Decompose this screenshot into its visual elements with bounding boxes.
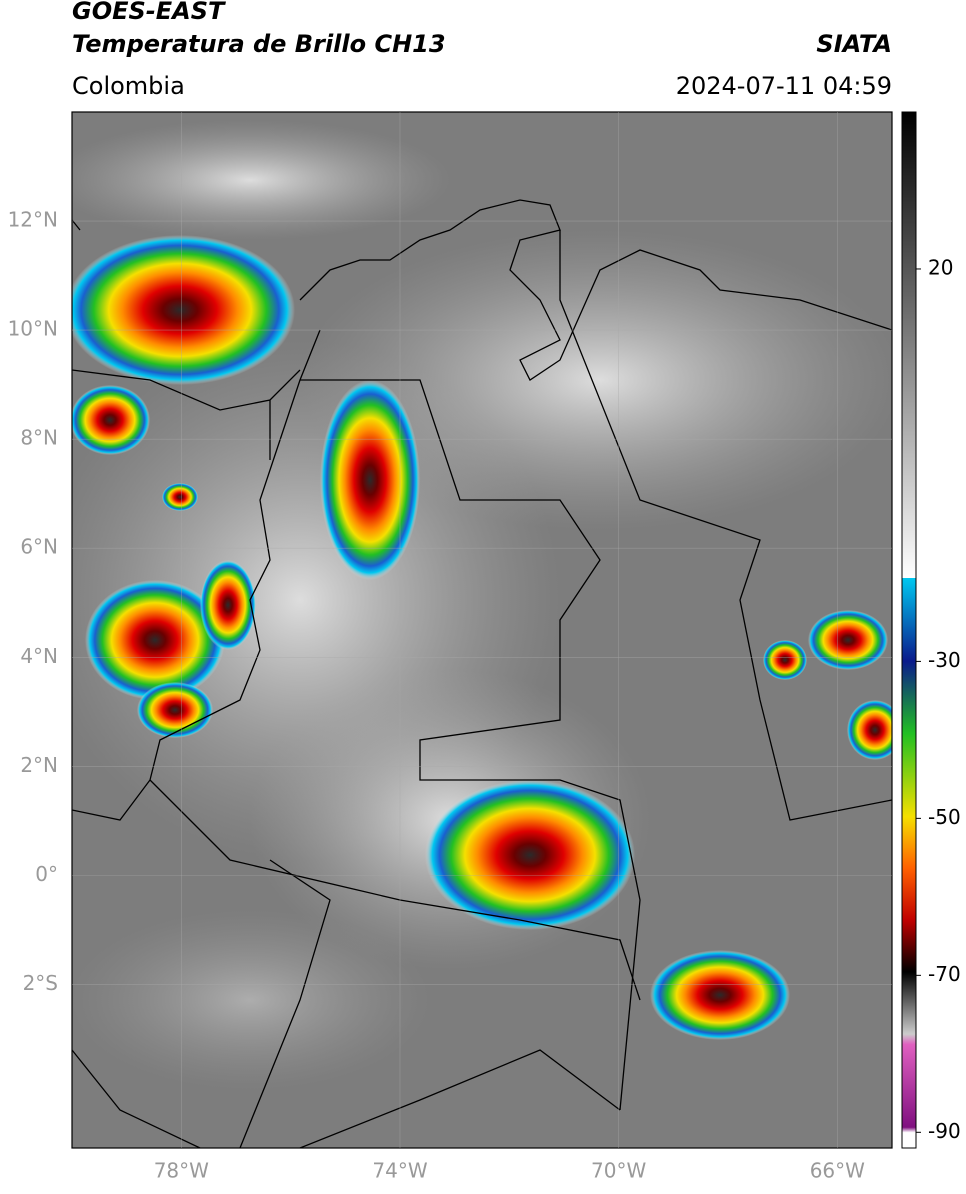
y-tick-label: 4°N — [20, 644, 58, 668]
colorbar-tick-label: -90 — [928, 1119, 961, 1143]
y-tick-label: 2°S — [23, 971, 58, 995]
storm — [137, 682, 213, 738]
colorbar-tick-label: -30 — [928, 648, 961, 672]
storm — [85, 580, 225, 700]
imagery — [72, 112, 892, 1148]
storm — [763, 640, 807, 680]
cloud — [72, 120, 450, 240]
y-tick-label: 8°N — [20, 426, 58, 450]
y-tick-label: 6°N — [20, 535, 58, 559]
satellite-title: GOES-EAST — [72, 0, 226, 25]
y-tick-label: 12°N — [8, 208, 58, 232]
cloud — [300, 230, 892, 530]
borders — [72, 199, 892, 1148]
storm — [200, 560, 256, 650]
storm — [162, 483, 198, 511]
y-tick-label: 10°N — [8, 317, 58, 341]
storm — [72, 385, 150, 455]
colorbar — [901, 111, 917, 1149]
x-tick-label: 66°W — [810, 1159, 865, 1183]
y-tick-label: 2°N — [20, 753, 58, 777]
cloud — [72, 910, 430, 1090]
storm — [425, 780, 635, 930]
colorbar-tick-label: -50 — [928, 805, 961, 829]
storm — [320, 380, 420, 580]
agency: SIATA — [816, 30, 892, 58]
x-tick-label: 78°W — [154, 1159, 209, 1183]
datetime: 2024-07-11 04:59 — [676, 72, 892, 100]
map-frame — [71, 111, 893, 1149]
y-tick-label: 0° — [35, 862, 58, 886]
storm — [847, 700, 892, 760]
x-tick-label: 70°W — [591, 1159, 646, 1183]
colorbar-tick-label: 20 — [928, 255, 953, 279]
storm — [808, 610, 888, 670]
region: Colombia — [72, 72, 185, 100]
product-title: Temperatura de Brillo CH13 — [72, 30, 446, 58]
x-tick-label: 74°W — [372, 1159, 427, 1183]
colorbar-tick-label: -70 — [928, 962, 961, 986]
storm — [650, 950, 790, 1040]
storm — [72, 235, 295, 385]
